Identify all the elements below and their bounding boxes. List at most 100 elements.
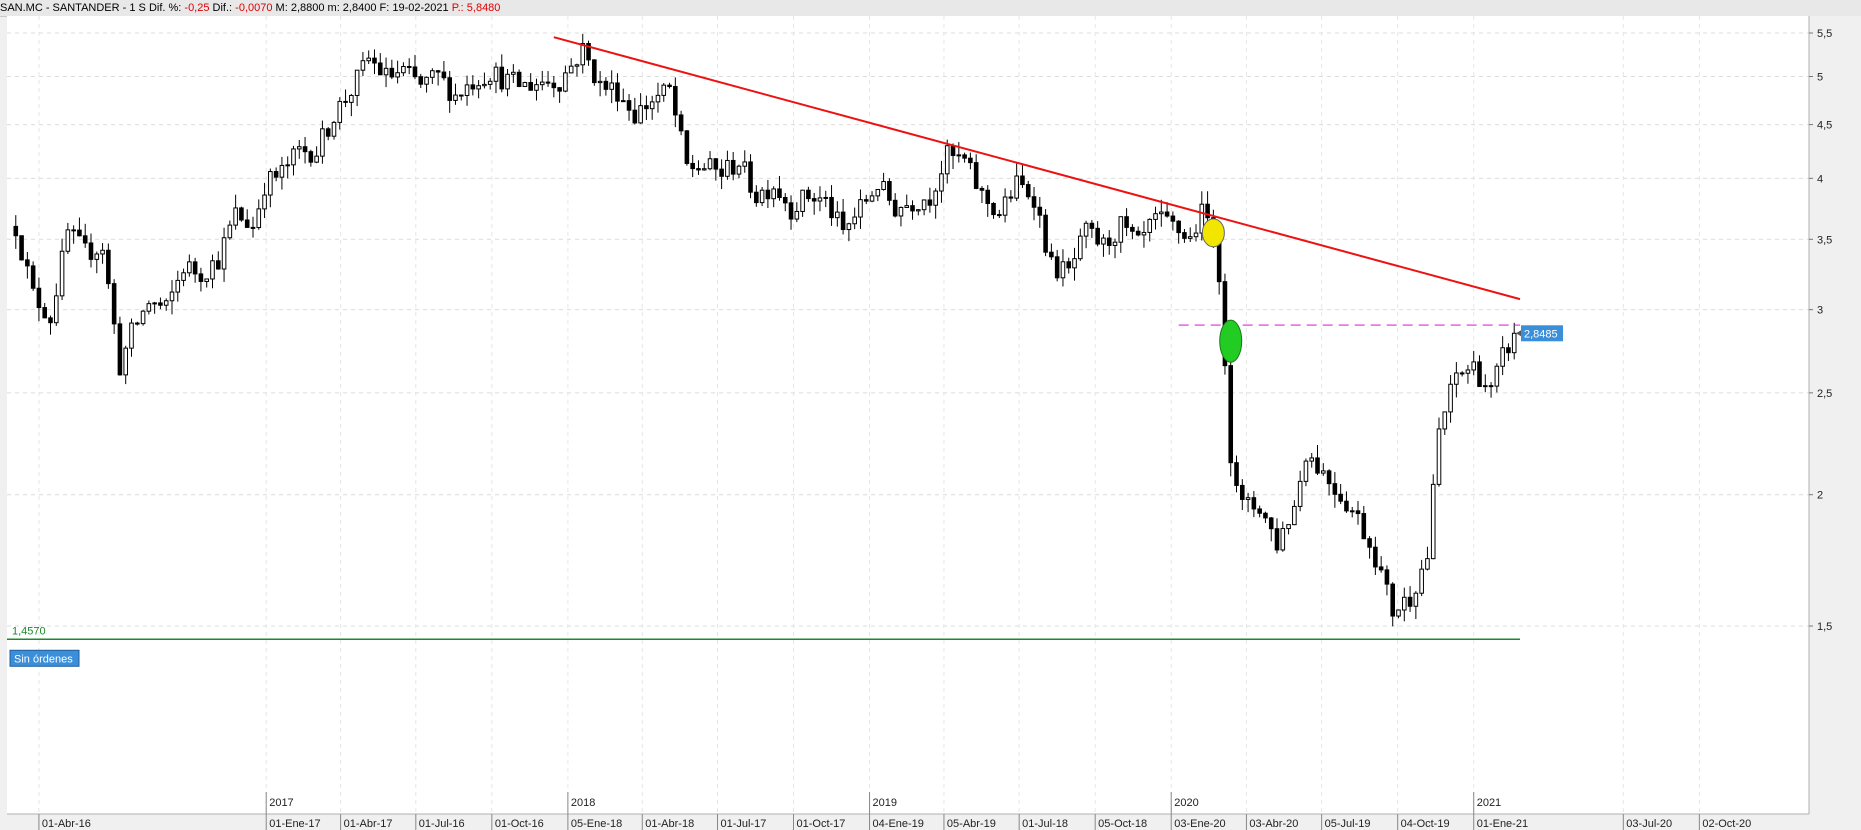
candle-body-down (1384, 569, 1390, 585)
candle-body-down (1008, 196, 1014, 199)
candle-body-up (1159, 211, 1164, 215)
candle-body-down (950, 145, 956, 156)
candle-body-down (1170, 215, 1176, 222)
candles (13, 33, 1517, 627)
candle-body-down (1315, 457, 1320, 474)
candle-body-up (835, 211, 840, 219)
candle-body-down (1407, 596, 1413, 607)
candle-body-down (308, 151, 314, 163)
candle-body-up (430, 70, 435, 78)
candle-body-up (725, 159, 730, 177)
price-chart[interactable]: 1,522,533,544,555,5 01-Abr-16 01-Jul-16 01… (0, 16, 1861, 830)
candle-body-down (71, 229, 76, 232)
candle-body-up (1199, 203, 1205, 234)
candle-body-down (1251, 497, 1257, 510)
candle-body-up (291, 148, 296, 166)
candle-body-down (545, 81, 551, 84)
candle-body-down (106, 249, 111, 285)
candle-body-up (655, 94, 661, 103)
x-tick-label: 05-Abr-19 (947, 818, 996, 830)
candle-body-up (453, 94, 458, 101)
candle-body-down (991, 202, 996, 216)
candle-body-down (1240, 484, 1245, 500)
candle-body-down (1326, 470, 1332, 485)
candle-body-down (1373, 546, 1378, 568)
symbol-label: SAN.MC - SANTANDER - 1 S (0, 2, 146, 14)
support-value-label: 1,4570 (12, 625, 46, 637)
y-tick-label: 5,5 (1817, 28, 1832, 40)
candle-body-up (1245, 497, 1251, 500)
y-tick-label: 4,5 (1817, 120, 1832, 132)
candle-body-down (1338, 493, 1343, 502)
candle-body-up (921, 199, 927, 211)
candle-body-down (1477, 361, 1482, 387)
candle-body-up (823, 196, 829, 199)
candle-body-down (626, 100, 632, 111)
x-tick-label: 01-Jul-17 (720, 818, 766, 830)
orders-badge: Sin órdenes (14, 653, 73, 665)
candle-body-down (962, 154, 967, 159)
candle-body-down (1135, 230, 1141, 236)
candle-body-up (163, 300, 169, 306)
candle-body-down (782, 196, 788, 204)
candle-body-up (1430, 483, 1436, 560)
candle-body-down (1020, 175, 1025, 186)
candle-body-down (713, 158, 719, 170)
candle-body-down (19, 235, 24, 261)
candle-body-down (829, 196, 834, 219)
candle-body-up (94, 253, 100, 260)
candle-body-up (146, 303, 152, 312)
candle-body-down (302, 146, 308, 153)
x-tick-label: 02-Oct-20 (1702, 818, 1751, 830)
candle-body-down (528, 82, 533, 91)
x-tick-label: 01-Abr-17 (344, 818, 393, 830)
candle-body-up (337, 100, 343, 123)
candle-body-down (1130, 226, 1135, 232)
candle-body-up (395, 72, 400, 78)
candle-body-down (910, 205, 915, 212)
candle-body-down (730, 159, 736, 175)
x-tick-label: 05-Jul-19 (1325, 818, 1371, 830)
candle-body-down (684, 130, 690, 164)
candle-body-up (771, 188, 776, 200)
y-tick-label: 3,5 (1817, 234, 1832, 246)
candle-body-up (1425, 558, 1430, 570)
candle-body-up (1413, 592, 1419, 607)
candle-body-down (1031, 196, 1037, 208)
candle-body-up (383, 67, 389, 76)
candle-body-down (887, 181, 892, 201)
candle-body-down (765, 189, 771, 200)
candle-body-up (285, 164, 290, 167)
candle-body-up (1297, 480, 1303, 507)
dif-pct-value: -0,25 (184, 2, 210, 14)
candle-body-down (36, 287, 42, 309)
candle-body-down (1506, 347, 1511, 354)
last-price-badge-bg (1521, 325, 1563, 342)
candle-body-down (192, 261, 198, 275)
candle-body-down (134, 322, 140, 325)
candle-body-up (1396, 609, 1401, 617)
candle-body-up (482, 83, 487, 87)
x-axis-panel (0, 814, 1861, 830)
orders-badge-bg (9, 649, 80, 667)
candle-body-down (30, 265, 36, 289)
candle-body-up (1060, 261, 1066, 279)
candle-body-up (1442, 411, 1448, 430)
candle-body-up (1500, 347, 1505, 367)
candle-body-down (273, 171, 279, 178)
candle-body-up (881, 181, 886, 190)
candle-body-up (649, 101, 655, 110)
candle-body-up (597, 80, 603, 84)
candle-body-down (678, 114, 684, 132)
candle-body-down (516, 71, 522, 87)
y-axis-panel (1809, 16, 1861, 814)
candle-body-down (441, 71, 447, 79)
y-tick-label: 3 (1817, 305, 1823, 317)
last-price-badge: 2,8485 (1524, 328, 1558, 340)
candle-body-down (1268, 517, 1274, 530)
candle-body-up (129, 322, 134, 349)
y-tick-label: 4 (1817, 173, 1823, 185)
x-tick-label: 01-Jul-16 (419, 818, 465, 830)
x-tick-label: 04-Ene-19 (873, 818, 924, 830)
candle-body-up (1112, 241, 1118, 246)
